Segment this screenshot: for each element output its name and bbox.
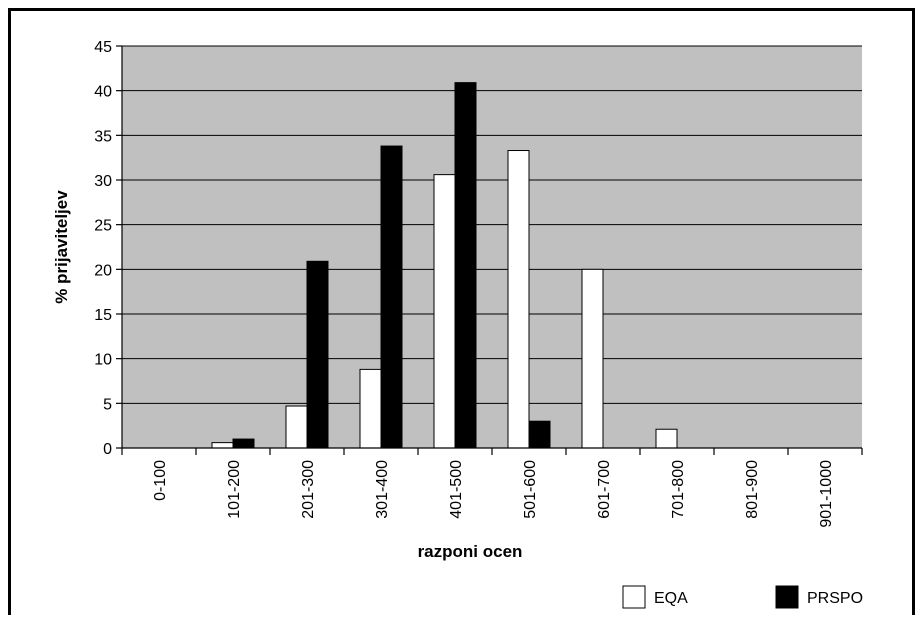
x-tick-label: 101-200 (226, 460, 243, 519)
x-tick-labels: 0-100 101-200 201-300 301-400 401-500 501-600… (152, 460, 835, 528)
gridlines (122, 45, 862, 404)
bar-eqa-501-600 (507, 150, 530, 449)
bar-eqa-701-800 (655, 428, 678, 449)
y-tick-label: 20 (94, 262, 112, 279)
bar-eqa-101-200 (211, 442, 234, 449)
bar-eqa-401-500 (433, 174, 456, 449)
y-tick-label: 5 (103, 396, 112, 413)
y-tick-label: 0 (103, 441, 112, 458)
x-tick-label: 501-600 (522, 460, 539, 519)
bar-prspo-301-400 (380, 145, 403, 449)
y-tick-label: 15 (94, 307, 112, 324)
x-tick-label: 901-1000 (818, 460, 835, 528)
plot-area (122, 46, 862, 448)
x-tick-label: 301-400 (374, 460, 391, 519)
x-tick-label: 201-300 (300, 460, 317, 519)
bar-prspo-501-600 (528, 420, 551, 449)
y-tick-label: 30 (94, 173, 112, 190)
bar-eqa-601-700 (581, 268, 604, 449)
x-tick-label: 0-100 (152, 460, 169, 501)
bar-prspo-101-200 (232, 438, 255, 449)
bar-prspo-401-500 (454, 82, 477, 449)
bars (211, 82, 678, 449)
legend-label-prspo: PRSPO (807, 590, 863, 607)
legend: EQA PRSPO (622, 585, 863, 609)
y-tick-label: 40 (94, 84, 112, 101)
bar-eqa-301-400 (359, 368, 382, 449)
legend-swatch-prspo (775, 585, 799, 609)
legend-swatch-eqa (622, 585, 646, 609)
x-axis-label: razponi ocen (418, 542, 523, 561)
y-tick-label: 45 (94, 39, 112, 56)
y-tick-label: 25 (94, 218, 112, 235)
bar-eqa-201-300 (285, 405, 308, 449)
y-axis-label: % prijaviteljev (52, 190, 71, 304)
legend-label-eqa: EQA (654, 590, 688, 607)
y-tick-label: 10 (94, 352, 112, 369)
x-tick-label: 601-700 (596, 460, 613, 519)
axes (116, 45, 863, 455)
y-tick-labels: 0 5 10 15 20 25 30 35 40 45 (94, 39, 112, 458)
x-tick-label: 801-900 (744, 460, 761, 519)
y-tick-label: 35 (94, 128, 112, 145)
x-tick-label: 401-500 (448, 460, 465, 519)
bar-prspo-201-300 (306, 260, 329, 449)
x-tick-label: 701-800 (670, 460, 687, 519)
